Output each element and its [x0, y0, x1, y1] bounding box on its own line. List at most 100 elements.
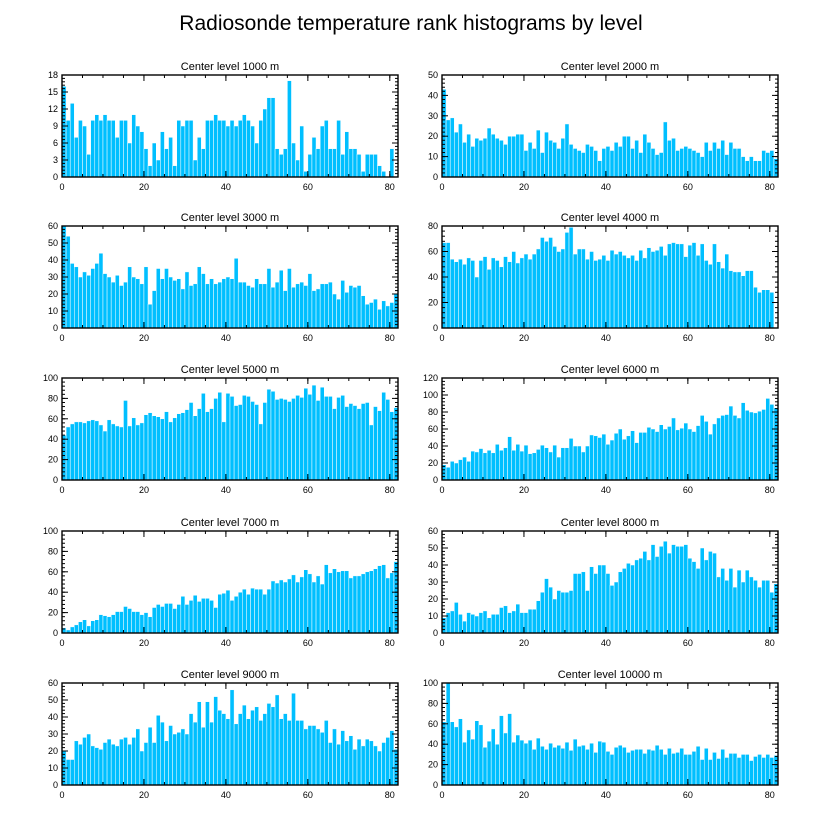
histogram-bar: [560, 248, 566, 329]
y-tick-label: 3: [53, 155, 58, 165]
histogram-bar: [65, 759, 71, 786]
histogram-bar: [454, 726, 459, 786]
panel-title: Center level 8000 m: [561, 517, 659, 529]
histogram-bar: [687, 148, 693, 178]
plot-frame: [441, 74, 779, 178]
histogram-bar: [523, 742, 529, 786]
histogram-bar: [127, 425, 132, 481]
histogram-bar: [732, 415, 738, 481]
histogram-bar: [180, 125, 186, 178]
histogram-bar: [74, 740, 79, 786]
y-tick-label: 60: [48, 221, 58, 231]
histogram-bar: [139, 131, 145, 178]
histogram-bar: [585, 590, 590, 634]
y-tick-label: 40: [428, 739, 438, 749]
y-tick-label: 80: [48, 546, 58, 556]
histogram-bar: [605, 751, 611, 786]
y-tick-label: 40: [428, 90, 438, 100]
histogram-bar: [254, 706, 259, 786]
histogram-bar: [328, 148, 333, 178]
histogram-bar: [576, 573, 582, 634]
histogram-bar: [160, 721, 165, 786]
histogram-bar: [540, 237, 545, 329]
histogram-bar: [82, 422, 87, 481]
histogram-bar: [176, 413, 182, 481]
histogram-bar: [769, 591, 775, 634]
histogram-bar: [323, 120, 329, 178]
histogram-bar: [671, 417, 676, 481]
histogram-bar: [507, 261, 512, 329]
x-tick-label: 0: [439, 790, 444, 800]
histogram-bar: [708, 264, 713, 329]
x-tick-label: 0: [59, 182, 64, 192]
histogram-bar: [753, 756, 758, 786]
y-tick-label: 9: [53, 121, 58, 131]
plot-frame: [441, 682, 779, 786]
histogram-bar: [299, 125, 305, 178]
histogram-panel: Center level 3000 m 0 20 40 60 80 0 10 20 30 40 50 6…: [48, 212, 399, 343]
histogram-bar: [744, 754, 750, 786]
histogram-bar: [642, 133, 648, 178]
histogram-bar: [675, 752, 680, 786]
histogram-bar: [572, 253, 578, 329]
histogram-bar: [495, 137, 500, 178]
histogram-bar: [552, 142, 557, 178]
histogram-bar: [225, 718, 231, 786]
histogram-bar: [519, 739, 525, 786]
histogram-bar: [188, 120, 194, 178]
histogram-bar: [65, 120, 71, 178]
y-tick-label: 10: [48, 306, 58, 316]
histogram-bar: [311, 725, 317, 786]
histogram-bar: [585, 144, 590, 178]
histogram-bar: [369, 740, 374, 786]
histogram-bar: [749, 270, 754, 329]
histogram-bar: [765, 289, 771, 329]
y-tick-label: 40: [48, 712, 58, 722]
histogram-panel: Center level 1000 m 0 20 40 60 80 0 3 6 9 12 15 18: [48, 61, 399, 192]
histogram-bar: [732, 586, 738, 634]
histogram-bar: [728, 753, 734, 786]
x-tick-label: 20: [139, 485, 149, 495]
y-tick-label: 20: [48, 608, 58, 618]
histogram-bar: [110, 120, 116, 178]
histogram-bar: [646, 749, 652, 786]
histogram-bar: [576, 150, 582, 178]
histogram-bar: [90, 620, 96, 634]
histogram-bar: [115, 425, 120, 481]
histogram-bar: [679, 148, 685, 178]
histogram-bar: [160, 278, 165, 329]
y-tick-label: 0: [53, 172, 58, 182]
histogram-bar: [270, 286, 276, 329]
histogram-bar: [511, 135, 517, 178]
histogram-bar: [303, 171, 309, 178]
histogram-bar: [568, 227, 574, 329]
histogram-bar: [242, 114, 247, 178]
histogram-bar: [196, 137, 202, 178]
y-tick-label: 12: [48, 104, 58, 114]
histogram-bar: [319, 283, 325, 329]
histogram-bar: [564, 447, 570, 481]
histogram-bar: [164, 740, 169, 786]
histogram-bar: [201, 598, 206, 634]
histogram-bar: [98, 424, 104, 481]
histogram-bar: [511, 610, 517, 634]
y-tick-label: 20: [428, 594, 438, 604]
histogram-bar: [683, 422, 689, 481]
histogram-bar: [356, 738, 362, 786]
histogram-bar: [560, 748, 566, 786]
histogram-bar: [369, 424, 374, 481]
histogram-bar: [519, 133, 525, 178]
histogram-bar: [94, 114, 100, 178]
histogram-bar: [155, 159, 161, 178]
histogram-bar: [123, 281, 128, 329]
histogram-bar: [328, 281, 333, 329]
histogram-bar: [622, 255, 627, 329]
histogram-bar: [283, 581, 288, 634]
histogram-bar: [728, 270, 734, 329]
histogram-bar: [454, 131, 459, 178]
histogram-bar: [110, 423, 116, 481]
histogram-bar: [753, 160, 758, 178]
histogram-bar: [246, 120, 251, 178]
histogram-bar: [474, 137, 480, 178]
histogram-bar: [663, 540, 668, 634]
